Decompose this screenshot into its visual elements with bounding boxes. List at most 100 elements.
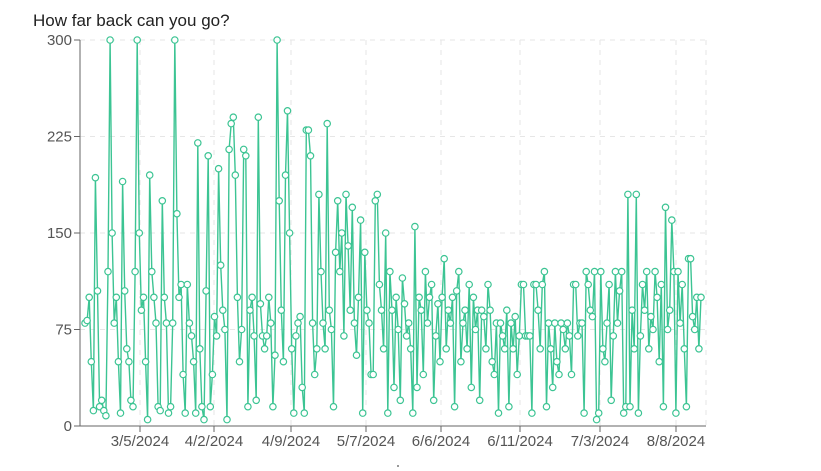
data-point [599, 344, 607, 353]
data-point [352, 351, 361, 360]
data-point [89, 406, 98, 415]
data-point [438, 293, 446, 302]
data-point [171, 36, 179, 44]
data-point [653, 293, 661, 302]
data-point [534, 306, 542, 315]
data-point [118, 177, 127, 186]
data-point [329, 402, 338, 411]
x-tick-label: 6/11/2024 [487, 433, 553, 450]
data-point [337, 229, 346, 237]
y-tick-label: 225 [47, 129, 72, 146]
data-point [383, 409, 392, 417]
data-point [695, 344, 703, 353]
data-point [369, 370, 378, 379]
data-point [605, 280, 613, 289]
data-point [676, 319, 684, 327]
data-point [511, 312, 520, 321]
data-point [644, 344, 653, 353]
series-line [84, 39, 702, 421]
data-point [285, 229, 294, 237]
data-point [634, 409, 643, 417]
data-point [196, 344, 204, 353]
data-point [221, 325, 229, 334]
data-point [502, 306, 511, 315]
data-point [189, 357, 198, 366]
data-point [116, 409, 125, 417]
stray-dot [397, 465, 399, 467]
data-point [200, 415, 208, 424]
data-point [603, 319, 611, 327]
data-point [204, 152, 213, 160]
data-point [150, 293, 158, 302]
data-point [350, 319, 359, 327]
data-point [306, 152, 315, 160]
data-point [162, 319, 171, 327]
data-point [271, 351, 279, 360]
data-point [133, 36, 142, 44]
data-point [578, 319, 586, 327]
data-point [256, 299, 265, 308]
data-point [325, 306, 334, 315]
data-point [125, 357, 133, 366]
data-point [335, 267, 344, 276]
data-point [544, 319, 553, 327]
data-point [546, 344, 555, 353]
data-point [112, 293, 121, 302]
data-point [229, 113, 238, 122]
data-point [672, 409, 680, 417]
data-point [137, 306, 146, 315]
data-point [152, 319, 160, 327]
data-point [279, 357, 288, 366]
data-point [465, 280, 474, 289]
x-tick-label: 4/9/2024 [262, 433, 320, 450]
data-point [688, 312, 697, 321]
data-point [674, 267, 682, 276]
data-point [131, 267, 139, 276]
y-tick-label: 75 [55, 322, 72, 339]
data-point [624, 190, 632, 199]
data-point [244, 402, 252, 411]
data-point [129, 402, 137, 411]
data-point [386, 267, 394, 276]
data-point [555, 370, 563, 379]
data-point [596, 267, 605, 276]
data-point [471, 325, 480, 334]
data-point [315, 190, 323, 199]
data-point [682, 402, 691, 411]
data-point [444, 306, 453, 315]
data-point [275, 197, 284, 205]
data-point [479, 312, 488, 321]
data-point [212, 332, 221, 340]
data-point [415, 293, 423, 302]
data-point [419, 370, 428, 379]
data-point [559, 325, 568, 334]
data-point [567, 370, 576, 379]
data-point [611, 267, 620, 276]
data-point [390, 383, 398, 392]
data-point [659, 402, 668, 411]
data-point [440, 254, 449, 263]
data-point [344, 242, 352, 250]
data-point [187, 332, 196, 340]
data-point [139, 293, 148, 302]
data-point [442, 344, 451, 353]
data-point [406, 344, 415, 353]
x-tick-label: 6/6/2024 [412, 433, 470, 450]
data-point [375, 280, 384, 289]
data-point [400, 299, 409, 308]
data-point [239, 145, 248, 154]
data-point [235, 357, 244, 366]
data-point [411, 222, 419, 231]
data-point [93, 287, 102, 295]
data-point [262, 332, 271, 340]
data-point [323, 119, 332, 128]
data-point [363, 306, 371, 315]
data-point [477, 306, 486, 315]
data-point [630, 344, 639, 353]
data-point [164, 409, 173, 417]
data-point [482, 344, 490, 353]
data-point [613, 319, 622, 327]
data-point [287, 344, 296, 353]
data-point [463, 344, 471, 353]
